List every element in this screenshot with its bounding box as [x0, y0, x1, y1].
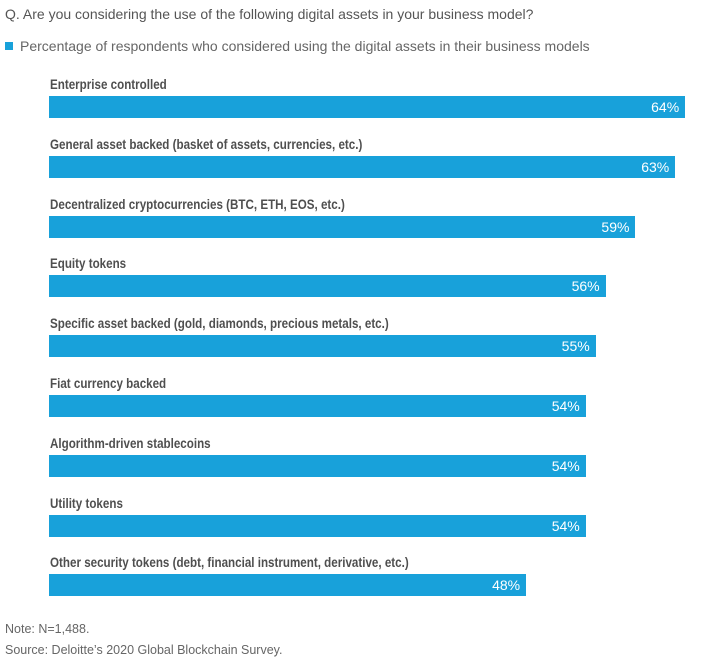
bar: 54% [49, 395, 586, 417]
bar-value-label: 54% [551, 517, 580, 534]
bar-value-label: 56% [571, 278, 600, 295]
chart-question-title: Q. Are you considering the use of the fo… [5, 6, 534, 22]
category-label: Decentralized cryptocurrencies (BTC, ETH… [50, 196, 345, 212]
bar: 54% [49, 514, 586, 537]
bar-value-label: 63% [641, 158, 670, 175]
bar-value-label: 48% [492, 577, 521, 594]
bar-value-label: 54% [551, 457, 580, 474]
bar-value-label: 64% [651, 99, 680, 115]
category-label: Equity tokens [50, 256, 127, 272]
legend: Percentage of respondents who considered… [5, 38, 590, 54]
category-label: Fiat currency backed [50, 376, 167, 391]
bar: 64% [49, 96, 686, 118]
legend-swatch [5, 42, 13, 50]
note-text: Note: N=1,488. [5, 622, 90, 636]
source-text: Source: Deloitte’s 2020 Global Blockchai… [5, 643, 283, 657]
category-label: Algorithm-driven stablecoins [50, 435, 211, 451]
category-label: Specific asset backed (gold, diamonds, p… [50, 316, 389, 332]
category-label: Enterprise controlled [50, 77, 167, 92]
bar: 55% [49, 335, 596, 358]
bar: 48% [49, 574, 527, 597]
category-label: Other security tokens (debt, financial i… [50, 555, 409, 571]
bar-value-label: 54% [551, 398, 580, 414]
bar: 63% [49, 155, 676, 178]
bar: 54% [49, 454, 586, 477]
category-label: Utility tokens [50, 495, 123, 511]
legend-label: Percentage of respondents who considered… [20, 38, 590, 54]
bar-value-label: 55% [561, 338, 590, 355]
bar-value-label: 59% [601, 218, 630, 235]
bar: 56% [49, 275, 606, 298]
category-label: General asset backed (basket of assets, … [50, 136, 363, 152]
bar: 59% [49, 215, 636, 238]
